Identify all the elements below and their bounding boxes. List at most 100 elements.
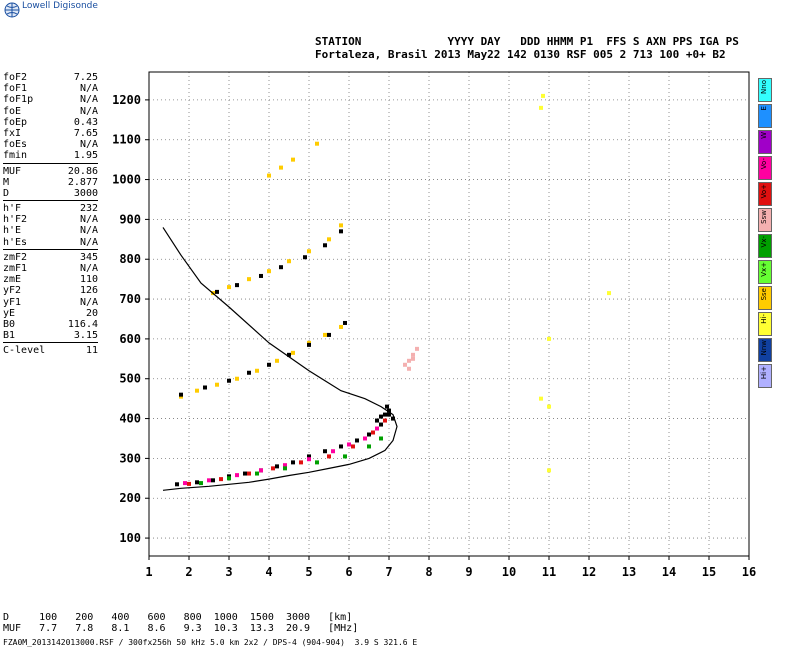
- muf-value-row: MUF 7.7 7.8 8.1 8.6 9.3 10.3 13.3 20.9 […: [3, 623, 359, 634]
- echo-point: [235, 376, 239, 381]
- echo-point: [367, 432, 371, 437]
- param-row: yF2 126: [3, 285, 98, 296]
- echo-point: [175, 482, 179, 487]
- param-value: N/A: [79, 225, 98, 237]
- echo-point: [547, 468, 551, 473]
- echo-point: [403, 362, 407, 367]
- echo-point: [307, 249, 311, 254]
- y-tick-label: 1100: [112, 133, 141, 147]
- echo-point: [227, 476, 231, 481]
- echo-point: [411, 352, 415, 357]
- param-value: 11: [85, 345, 98, 357]
- param-name: yF1: [3, 296, 22, 308]
- echo-point: [255, 471, 259, 476]
- y-tick-label: 300: [119, 451, 141, 465]
- echo-point: [235, 473, 239, 478]
- y-tick-label: 400: [119, 412, 141, 426]
- echo-point: [247, 370, 251, 375]
- y-tick-label: 700: [119, 292, 141, 306]
- param-name: h'F: [3, 203, 22, 215]
- param-row: zmF2 345: [3, 252, 98, 263]
- param-row: foEs N/A: [3, 139, 98, 150]
- param-name: zmF2: [3, 251, 28, 263]
- echo-point: [347, 442, 351, 447]
- echo-point: [407, 358, 411, 363]
- param-value: 20.86: [67, 165, 98, 177]
- x-tick-label: 6: [345, 565, 352, 579]
- x-tick-label: 5: [305, 565, 312, 579]
- echo-point: [379, 414, 383, 419]
- echo-point: [195, 480, 199, 485]
- echo-point: [351, 444, 355, 449]
- param-group-1: foF2 7.25 foF1 N/A foF1p N/A foE N/A foEp 0.43 fxI…: [3, 72, 98, 162]
- echo-point: [267, 269, 271, 274]
- param-row: D 3000: [3, 188, 98, 199]
- param-row: h'E N/A: [3, 225, 98, 236]
- legend-item: E: [758, 104, 772, 128]
- echo-point: [379, 422, 383, 427]
- echo-point: [291, 350, 295, 355]
- param-name: foF1: [3, 83, 28, 95]
- param-name: foF1p: [3, 94, 34, 106]
- param-value: N/A: [79, 105, 98, 117]
- echo-point: [219, 477, 223, 482]
- echo-point: [275, 464, 279, 469]
- legend-label: E: [760, 106, 768, 111]
- echo-point: [307, 342, 311, 347]
- echo-point: [195, 388, 199, 393]
- param-group-2: MUF 20.86 M 2.877 D 3000: [3, 166, 98, 200]
- y-tick-label: 200: [119, 491, 141, 505]
- y-tick-label: 1200: [112, 93, 141, 107]
- echo-point: [283, 466, 287, 471]
- param-name: zmF1: [3, 263, 28, 274]
- param-value: 232: [79, 203, 98, 215]
- param-value: N/A: [79, 214, 98, 226]
- legend-label: Vo+: [760, 184, 768, 199]
- x-tick-label: 13: [622, 565, 636, 579]
- y-tick-label: 1000: [112, 173, 141, 187]
- echo-traces: [175, 93, 611, 487]
- echo-point: [323, 332, 327, 337]
- legend-label: Ssw: [760, 210, 768, 224]
- echo-point: [211, 478, 215, 483]
- divider: [3, 342, 98, 344]
- param-row: h'Es N/A: [3, 237, 98, 248]
- legend-item: Sse: [758, 286, 772, 310]
- echo-point: [375, 418, 379, 423]
- legend-item: Vo+: [758, 182, 772, 206]
- param-value: 126: [79, 285, 98, 297]
- x-tick-label: 14: [662, 565, 676, 579]
- echo-point: [339, 223, 343, 228]
- legend-label: W: [760, 132, 768, 139]
- echo-point: [327, 332, 331, 337]
- param-row: foE N/A: [3, 106, 98, 117]
- param-name: zmE: [3, 274, 22, 286]
- param-value: 3.15: [73, 330, 98, 342]
- x-tick-label: 16: [742, 565, 756, 579]
- echo-point: [315, 141, 319, 146]
- param-name: foE: [3, 105, 22, 117]
- echo-point: [199, 481, 203, 486]
- param-row: fmin 1.95: [3, 150, 98, 161]
- x-tick-label: 1: [145, 565, 152, 579]
- x-tick-label: 2: [185, 565, 192, 579]
- x-tick-label: 7: [385, 565, 392, 579]
- echo-point: [367, 444, 371, 449]
- echo-point: [267, 362, 271, 367]
- legend-label: Hi+: [760, 366, 768, 380]
- echo-point: [247, 471, 251, 476]
- param-name: yE: [3, 307, 16, 319]
- echo-point: [407, 366, 411, 371]
- echo-point: [291, 460, 295, 465]
- y-tick-label: 100: [119, 531, 141, 545]
- echo-point: [259, 273, 263, 278]
- divider: [3, 248, 98, 250]
- y-tick-label: 800: [119, 252, 141, 266]
- echo-point: [207, 478, 211, 483]
- legend-item: Vx+: [758, 260, 772, 284]
- echo-point: [267, 173, 271, 178]
- echo-point: [547, 336, 551, 341]
- echo-point: [215, 382, 219, 387]
- param-row: foF2 7.25: [3, 72, 98, 83]
